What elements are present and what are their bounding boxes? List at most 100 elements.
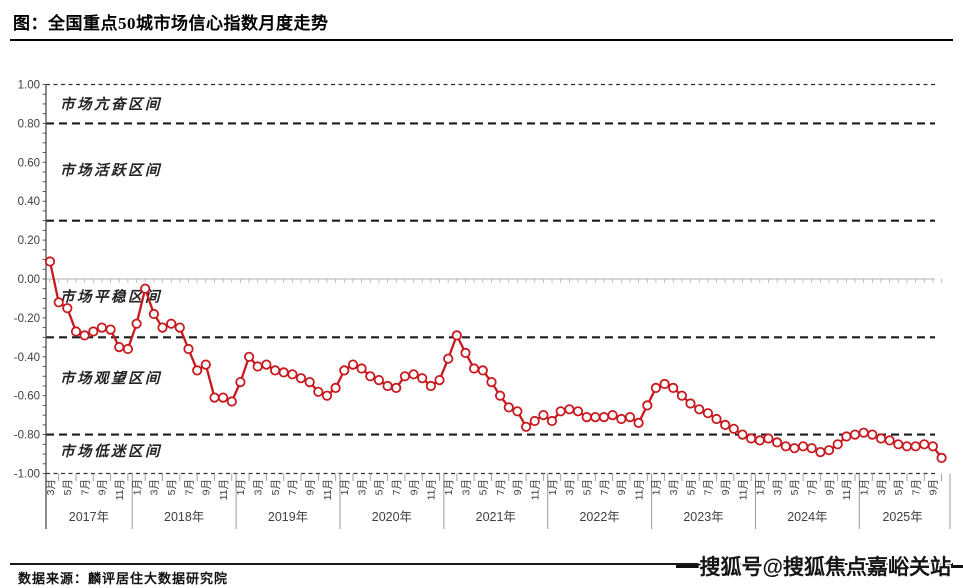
month-tick-label: 11月: [841, 479, 853, 500]
month-tick-label: 5月: [685, 479, 697, 495]
data-point-marker: [919, 439, 930, 450]
month-tick-label: 11月: [114, 479, 126, 500]
data-point-marker: [607, 409, 618, 421]
data-point-marker: [702, 408, 714, 419]
y-axis-label: -0.60: [14, 391, 40, 403]
watermark-dash-left: [675, 564, 700, 568]
month-tick-label: 3月: [253, 479, 265, 495]
year-label: 2023年: [683, 510, 723, 524]
data-point-marker: [676, 390, 688, 401]
data-point-marker: [849, 429, 861, 440]
data-point-marker: [131, 318, 142, 329]
watermark-text: 搜狐号@搜狐焦点嘉峪关站: [699, 556, 951, 579]
y-axis-label: 0.20: [18, 235, 40, 247]
y-axis-label: 0.00: [18, 274, 40, 286]
data-point-marker: [512, 406, 523, 417]
data-point-marker: [339, 365, 350, 376]
data-point-marker: [408, 369, 419, 380]
data-point-marker: [391, 382, 402, 393]
month-tick-label: 3月: [564, 479, 576, 495]
data-point-marker: [590, 411, 601, 423]
month-tick-label: 3月: [356, 479, 368, 495]
month-tick-label: 1月: [547, 479, 559, 495]
data-point-marker: [166, 318, 177, 329]
title-underline: [10, 39, 953, 41]
data-point-marker: [278, 367, 289, 378]
month-tick-label: 9月: [408, 479, 420, 495]
data-point-marker: [365, 371, 376, 382]
data-point-marker: [529, 415, 540, 427]
data-point-marker: [806, 443, 817, 454]
month-tick-label: 5月: [270, 479, 282, 495]
data-point-marker: [443, 353, 454, 364]
data-point-marker: [763, 433, 774, 444]
data-point-marker: [616, 413, 627, 425]
data-point-marker: [867, 429, 878, 440]
month-tick-label: 7月: [703, 479, 715, 495]
data-point-marker: [261, 359, 272, 370]
month-tick-label: 1月: [339, 479, 351, 495]
month-tick-label: 11月: [426, 479, 438, 500]
month-tick-label: 5月: [166, 479, 178, 495]
data-point-marker: [538, 409, 549, 421]
month-tick-label: 9月: [720, 479, 732, 495]
month-tick-label: 9月: [304, 479, 316, 495]
month-tick-label: 5月: [62, 479, 74, 495]
month-tick-label: 5月: [893, 479, 905, 495]
month-tick-label: 1月: [755, 479, 767, 495]
data-point-marker: [425, 380, 436, 392]
zone-label: 市场活跃区间: [60, 162, 162, 179]
month-tick-label: 7月: [599, 479, 611, 495]
data-point-marker: [53, 297, 64, 308]
data-point-marker: [659, 378, 670, 390]
data-point-marker: [780, 441, 791, 452]
data-point-marker: [477, 365, 488, 376]
y-axis-label: 0.60: [18, 157, 40, 169]
month-tick-label: 3月: [876, 479, 888, 495]
zone-label: 市场亢奋区间: [60, 96, 162, 113]
data-point-marker: [910, 441, 921, 452]
month-tick-label: 1月: [858, 479, 870, 495]
data-point-marker: [564, 404, 575, 415]
data-point-marker: [252, 361, 263, 372]
data-point-marker: [555, 406, 566, 417]
data-point-marker: [148, 308, 159, 320]
data-point-marker: [244, 351, 255, 362]
month-tick-label: 11月: [633, 479, 645, 500]
month-tick-label: 7月: [910, 479, 922, 495]
data-point-marker: [494, 390, 506, 401]
data-point-marker: [347, 359, 359, 370]
data-point-marker: [451, 330, 462, 341]
watermark: 搜狐号@搜狐焦点嘉峪关站: [675, 551, 963, 581]
month-tick-label: 7月: [183, 479, 195, 495]
month-tick-label: 1月: [235, 479, 247, 495]
month-tick-label: 11月: [218, 479, 230, 500]
data-point-marker: [711, 413, 722, 425]
data-point-marker: [183, 343, 194, 355]
month-tick-label: 9月: [97, 479, 109, 495]
data-point-marker: [70, 326, 82, 337]
data-point-marker: [235, 376, 246, 388]
data-point-marker: [694, 404, 705, 415]
data-point-marker: [122, 343, 134, 355]
month-tick-label: 9月: [928, 479, 940, 495]
month-tick-label: 11月: [322, 479, 334, 500]
data-point-marker: [209, 392, 220, 403]
data-point-marker: [685, 398, 696, 409]
data-point-marker: [503, 402, 514, 413]
data-point-marker: [832, 439, 843, 450]
data-point-marker: [771, 437, 783, 448]
data-point-marker: [875, 433, 887, 444]
data-point-marker: [936, 452, 947, 463]
data-point-marker: [373, 374, 384, 386]
data-point-marker: [313, 386, 324, 397]
month-tick-label: 11月: [530, 479, 542, 500]
month-tick-label: 5月: [789, 479, 801, 495]
data-point-marker: [88, 326, 99, 337]
footer-divider: [10, 563, 953, 565]
data-point-marker: [269, 365, 281, 376]
month-tick-label: 5月: [478, 479, 490, 495]
year-label: 2021年: [476, 510, 516, 524]
y-axis-label: -0.80: [14, 430, 40, 442]
month-tick-label: 9月: [824, 479, 836, 495]
